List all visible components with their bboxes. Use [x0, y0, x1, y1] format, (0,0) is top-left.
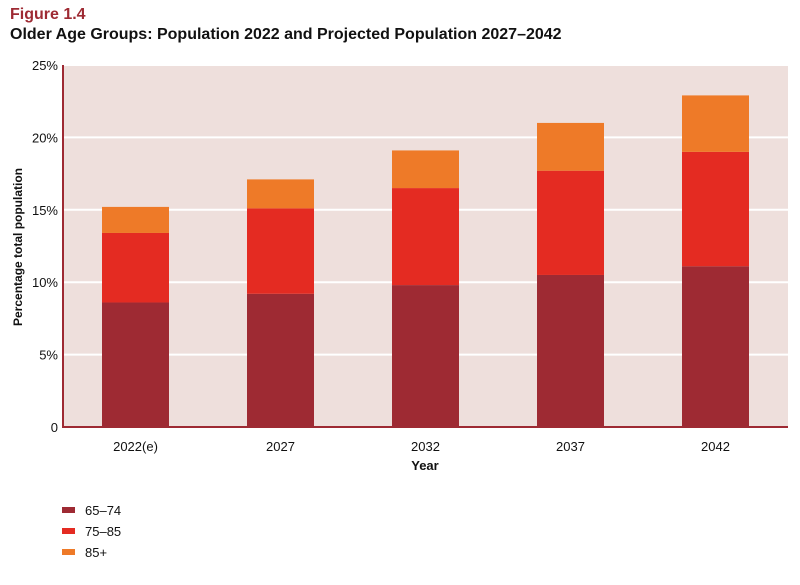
bar-segment-75–85 [682, 151, 749, 267]
bar-segment-75–85 [537, 170, 604, 275]
x-axis-label: Year [411, 458, 438, 473]
bar-segment-65–74 [537, 274, 604, 427]
legend-swatch [62, 549, 75, 555]
y-tick-label: 20% [32, 130, 58, 145]
x-tick-label: 2037 [556, 439, 585, 454]
legend-label: 85+ [85, 545, 107, 560]
bar-segment-65–74 [247, 293, 314, 427]
x-tick-label: 2032 [411, 439, 440, 454]
y-tick-label: 10% [32, 275, 58, 290]
bar-segment-65–74 [102, 302, 169, 427]
bar-segment-85+ [247, 179, 314, 209]
bar-segment-85+ [102, 206, 169, 233]
x-tick-label: 2027 [266, 439, 295, 454]
legend-label: 75–85 [85, 524, 121, 539]
x-tick-label: 2042 [701, 439, 730, 454]
x-tick-label: 2022(e) [113, 439, 158, 454]
y-tick-label: 5% [39, 348, 58, 363]
bar-segment-65–74 [392, 285, 459, 427]
bar-segment-85+ [537, 122, 604, 171]
figure-label: Figure 1.4 [10, 6, 86, 23]
chart-title: Older Age Groups: Population 2022 and Pr… [10, 26, 562, 43]
y-tick-label: 25% [32, 58, 58, 73]
y-tick-label: 15% [32, 203, 58, 218]
bar-segment-75–85 [102, 232, 169, 303]
bar-segment-75–85 [392, 188, 459, 286]
legend-swatch [62, 507, 75, 513]
bar-segment-65–74 [682, 266, 749, 427]
bar-segment-75–85 [247, 208, 314, 294]
legend-label: 65–74 [85, 503, 121, 518]
bar-segment-85+ [392, 150, 459, 189]
y-tick-label: 0 [51, 420, 58, 435]
legend-swatch [62, 528, 75, 534]
y-axis-label: Percentage total population [11, 168, 25, 326]
bar-segment-85+ [682, 95, 749, 152]
